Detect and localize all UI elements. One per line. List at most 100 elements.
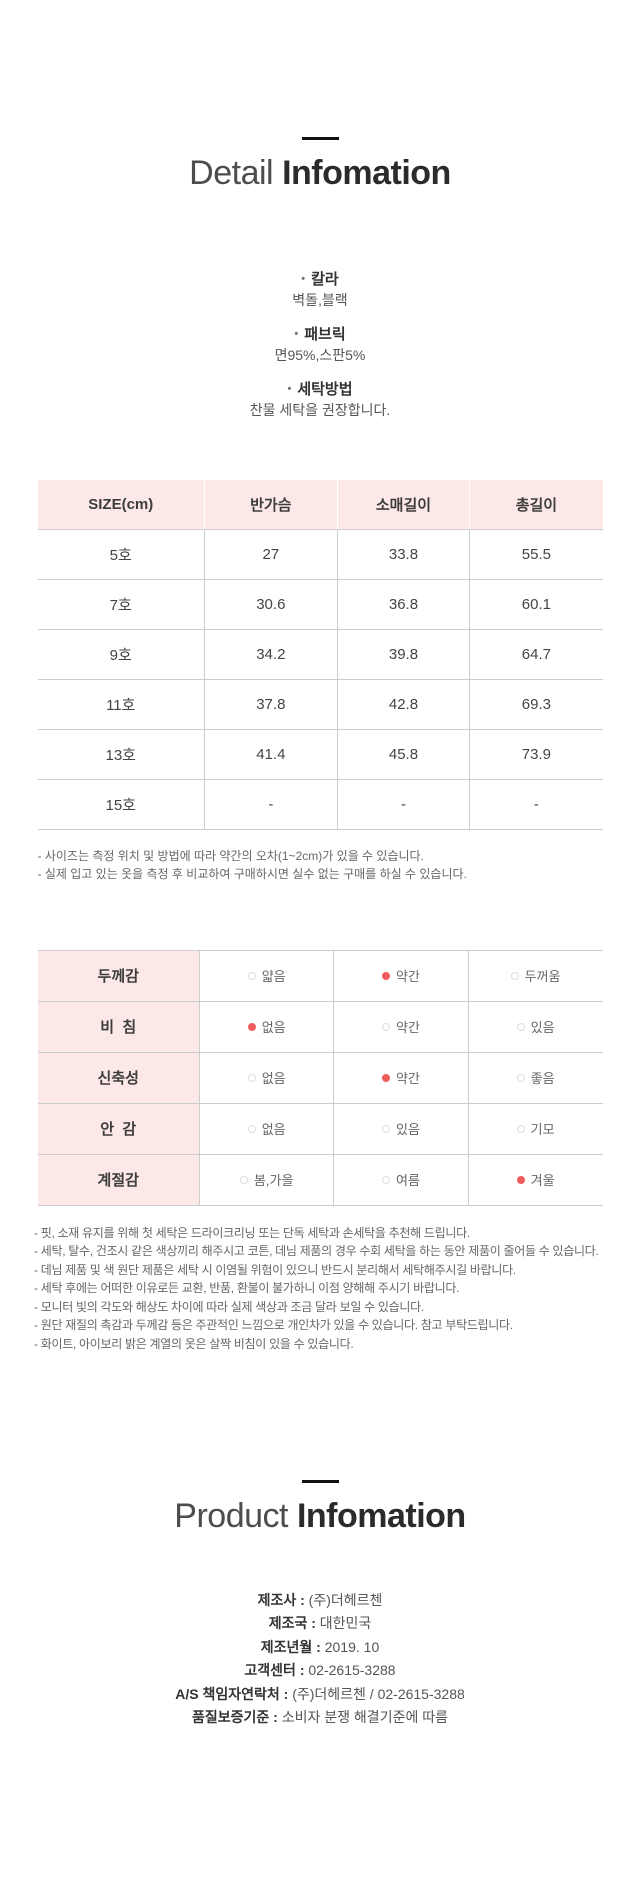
info-value: 대한민국 [319, 1615, 372, 1632]
info-label: 제조사 : [257, 1591, 309, 1608]
size-cell: 69.3 [469, 679, 603, 730]
attr-option-label: 기모 [530, 1122, 555, 1137]
attr-option: 좋음 [516, 1068, 555, 1087]
note-line: - 화이트, 아이보리 밝은 계열의 옷은 살짝 비침이 있을 수 있습니다. [34, 1337, 354, 1352]
radio-dot [247, 1073, 256, 1082]
bullet-icon: • [294, 328, 299, 340]
note-line: - 세탁 후에는 어떠한 이유로든 교환, 반품, 환불이 불가하니 이점 양해… [34, 1281, 460, 1296]
size-cell: 42.8 [336, 679, 470, 730]
detail-section-title: Detail Infomation [0, 153, 640, 193]
radio-dot [247, 1124, 256, 1133]
attr-option: 봄,가을 [239, 1170, 294, 1189]
attr-option-cell: 있음 [333, 1102, 469, 1155]
attr-label: 계절감 [37, 1153, 200, 1206]
attr-option-label: 봄,가을 [253, 1173, 294, 1188]
product-title-bold: Infomation [296, 1496, 466, 1535]
note-line: - 모니터 빛의 각도와 해상도 차이에 따라 실제 색상과 조금 달라 보일 … [34, 1299, 424, 1314]
attr-option: 약간 [382, 966, 420, 985]
attr-option: 있음 [516, 1017, 555, 1036]
radio-dot [516, 1073, 525, 1082]
info-line-customer-center: 고객센터 : 02-2615-3288 [0, 1659, 640, 1683]
attr-option-cell: 얇음 [198, 949, 335, 1002]
attr-option-label: 좋음 [530, 1071, 555, 1086]
detail-title-divider [301, 137, 339, 140]
radio-dot [239, 1175, 248, 1184]
note-line: - 사이즈는 측정 위치 및 방법에 따라 약간의 오차(1~2cm)가 있을 … [37, 848, 424, 863]
radio-dot [382, 971, 391, 980]
size-table-header: 총길이 [469, 480, 603, 530]
size-cell: 5호 [37, 529, 205, 580]
radio-dot [382, 1022, 391, 1031]
spec-label: • 칼라 [0, 269, 640, 290]
size-cell: 13호 [37, 729, 205, 780]
attr-option: 두꺼움 [510, 966, 561, 985]
size-cell: 73.9 [469, 729, 603, 780]
radio-dot [247, 1022, 256, 1031]
size-cell: 55.5 [469, 529, 603, 580]
size-cell: - [204, 779, 338, 830]
radio-dot [516, 1175, 525, 1184]
size-cell: - [469, 779, 603, 830]
attr-option-cell: 겨울 [467, 1153, 603, 1206]
size-cell: 9호 [37, 629, 205, 680]
attr-option-label: 두꺼움 [524, 969, 561, 984]
info-value: (주)더헤르첸 / 02-2615-3288 [292, 1685, 465, 1702]
radio-dot [382, 1124, 391, 1133]
attr-option-label: 겨울 [530, 1173, 555, 1188]
size-table-header-row: SIZE(cm) 반가슴 소매길이 총길이 [37, 480, 603, 530]
attr-label: 두께감 [37, 949, 200, 1002]
radio-dot [382, 1175, 391, 1184]
note-line: - 세탁, 탈수, 건조시 같은 색상끼리 해주시고 코튼, 데님 제품의 경우… [34, 1244, 599, 1259]
attr-option: 기모 [516, 1119, 555, 1138]
attr-option-cell: 없음 [198, 1051, 335, 1104]
radio-dot [516, 1022, 525, 1031]
bullet-icon: • [301, 273, 306, 285]
size-cell: 11호 [37, 679, 205, 730]
attr-label: 안 감 [37, 1102, 200, 1155]
info-line-country: 제조국 : 대한민국 [0, 1612, 640, 1636]
size-cell: 39.8 [336, 629, 470, 680]
attr-option-label: 약간 [396, 1020, 420, 1035]
attr-option-cell: 있음 [467, 1000, 603, 1053]
size-table-header: 반가슴 [204, 480, 338, 530]
size-cell: 27 [204, 529, 338, 580]
info-line-date: 제조년월 : 2019. 10 [0, 1636, 640, 1660]
info-line-as-contact: A/S 책임자연락처 : (주)더헤르첸 / 02-2615-3288 [0, 1683, 640, 1707]
spec-label: • 패브릭 [0, 324, 640, 345]
attr-option: 없음 [247, 1119, 286, 1138]
attr-option-label: 없음 [261, 1020, 286, 1035]
table-row: 9호 34.2 39.8 64.7 [37, 629, 603, 680]
attr-option: 없음 [247, 1068, 286, 1087]
attr-row-season: 계절감 봄,가을 여름 겨울 [37, 1153, 603, 1206]
attr-option-label: 얇음 [261, 969, 286, 984]
attr-option: 약간 [382, 1017, 420, 1036]
attr-option-label: 여름 [396, 1173, 420, 1188]
attr-option-cell: 여름 [333, 1153, 469, 1206]
product-info-section: Product Infomation 제조사 : (주)더헤르첸 제조국 : 대… [0, 1479, 640, 1730]
attr-option-cell: 기모 [467, 1102, 603, 1155]
table-row: 5호 27 33.8 55.5 [37, 529, 603, 580]
attr-option-cell: 약간 [333, 1051, 469, 1104]
spec-label-text: 세탁방법 [297, 381, 353, 398]
info-label: 고객센터 : [244, 1662, 309, 1679]
info-line-warranty: 품질보증기준 : 소비자 분쟁 해결기준에 따름 [0, 1706, 640, 1730]
note-line: - 실제 입고 있는 옷을 측정 후 비교하여 구매하시면 실수 없는 구매를 … [37, 866, 467, 881]
detail-title-bold: Infomation [282, 154, 451, 192]
size-cell: 60.1 [469, 579, 603, 630]
info-value: 소비자 분쟁 해결기준에 따름 [281, 1709, 448, 1726]
spec-value: 벽돌,블랙 [292, 292, 348, 308]
radio-dot [510, 971, 519, 980]
spec-list: • 칼라 벽돌,블랙 • 패브릭 면95%,스판5% • 세탁방법 찬물 세탁을 권장… [0, 269, 640, 421]
attr-label: 신축성 [37, 1051, 200, 1104]
attr-option: 있음 [382, 1119, 420, 1138]
product-title-light: Product [174, 1496, 288, 1535]
attr-option-label: 있음 [530, 1020, 555, 1035]
radio-dot [516, 1124, 525, 1133]
attr-option-cell: 봄,가을 [198, 1153, 335, 1206]
manufacturer-info-list: 제조사 : (주)더헤르첸 제조국 : 대한민국 제조년월 : 2019. 10… [0, 1589, 640, 1730]
size-cell: - [336, 779, 470, 830]
attr-option-cell: 없음 [198, 1000, 335, 1053]
info-label: A/S 책임자연락처 : [175, 1685, 293, 1702]
size-cell: 41.4 [204, 729, 338, 780]
spec-value: 면95%,스판5% [274, 347, 366, 363]
